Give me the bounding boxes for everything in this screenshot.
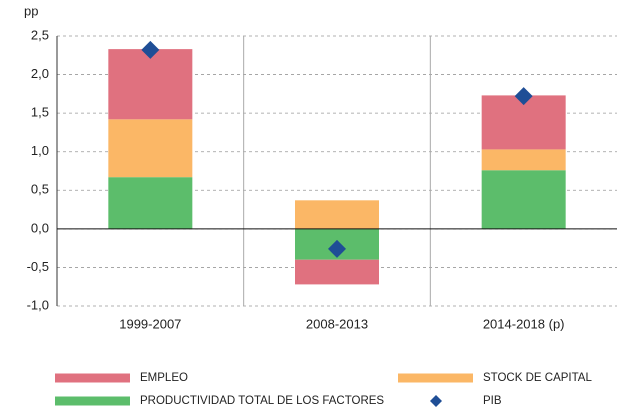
x-tick-label: 2008-2013 (306, 316, 368, 331)
legend-label: PIB (483, 395, 502, 407)
y-tick-label: 2,0 (31, 66, 49, 81)
bar (108, 177, 193, 229)
y-tick-label: 0,5 (31, 182, 49, 197)
x-tick-label: 2014-2018 (p) (483, 316, 565, 331)
y-tick-label: -1,0 (27, 297, 49, 312)
bar (295, 200, 379, 229)
legend-label: PRODUCTIVIDAD TOTAL DE LOS FACTORES (140, 395, 384, 407)
y-tick-label: 1,0 (31, 143, 49, 158)
bar (481, 170, 566, 229)
bar (481, 149, 566, 171)
y-tick-label: 1,5 (31, 105, 49, 120)
legend-swatch (55, 396, 130, 406)
legend-swatch (55, 373, 130, 383)
y-axis-label: pp (24, 3, 38, 18)
y-tick-label: 0,0 (31, 220, 49, 235)
y-tick-label: -0,5 (27, 259, 49, 274)
x-tick-label: 1999-2007 (119, 316, 181, 331)
legend-label: STOCK DE CAPITAL (483, 372, 592, 384)
bar (108, 49, 193, 120)
legend-swatch (398, 373, 473, 383)
legend-label: EMPLEO (140, 372, 188, 384)
marker (514, 87, 533, 106)
marker (328, 239, 346, 258)
y-tick-label: 2,5 (31, 27, 49, 42)
marker (141, 40, 160, 59)
legend-marker (430, 395, 442, 407)
bar (108, 119, 193, 178)
bar (295, 259, 379, 285)
